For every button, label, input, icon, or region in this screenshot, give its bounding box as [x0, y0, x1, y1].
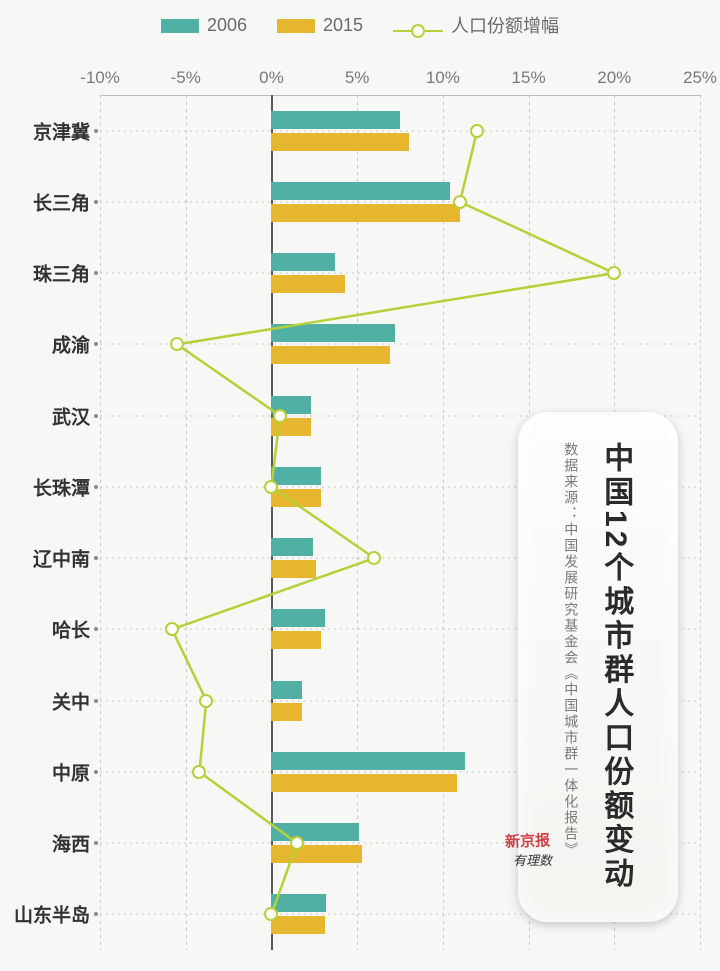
change-marker: [607, 266, 621, 280]
grid-line: [357, 95, 358, 950]
bar-2015: [271, 275, 345, 293]
change-marker: [264, 480, 278, 494]
category-label: 珠三角: [0, 260, 90, 287]
bar-2006: [271, 681, 302, 699]
category-label: 哈长: [0, 616, 90, 643]
bar-2006: [271, 467, 321, 485]
legend-label-2006: 2006: [207, 15, 247, 35]
legend-label-change: 人口份额增幅: [451, 16, 559, 36]
category-label: 中原: [0, 758, 90, 785]
chart-legend: 2006 2015 人口份额增幅: [0, 12, 720, 38]
category-label: 山东半岛: [0, 901, 90, 928]
bar-2006: [271, 752, 465, 770]
bar-2015: [271, 703, 302, 721]
legend-item-change: 人口份额增幅: [393, 12, 559, 38]
zero-line: [271, 95, 273, 950]
category-label: 武汉: [0, 402, 90, 429]
info-title: 中国12个城市群人口份额变动: [594, 442, 636, 902]
grid-line: [100, 95, 101, 950]
x-axis-tick-label: 0%: [259, 68, 284, 88]
row-tick: [94, 414, 98, 418]
row-tick: [94, 770, 98, 774]
bar-2006: [271, 324, 394, 342]
bar-2015: [271, 560, 316, 578]
category-label: 长三角: [0, 188, 90, 215]
change-marker: [264, 907, 278, 921]
info-source: 数据来源：中国发展研究基金会《中国城市群一体化报告》: [560, 442, 582, 902]
category-label: 长珠潭: [0, 473, 90, 500]
row-baseline: [100, 130, 700, 131]
bar-2006: [271, 609, 324, 627]
category-label: 京津冀: [0, 117, 90, 144]
change-marker: [367, 551, 381, 565]
change-marker: [165, 622, 179, 636]
row-tick: [94, 200, 98, 204]
change-marker: [192, 765, 206, 779]
watermark-line1: 新京报: [505, 829, 551, 852]
legend-item-2015: 2015: [277, 15, 363, 36]
grid-line: [700, 95, 701, 950]
change-marker: [199, 694, 213, 708]
row-tick: [94, 271, 98, 275]
bar-2015: [271, 631, 321, 649]
x-axis-tick-label: 10%: [426, 68, 460, 88]
category-label: 海西: [0, 830, 90, 857]
row-tick: [94, 912, 98, 916]
category-label: 成渝: [0, 331, 90, 358]
axis-top-line: [100, 95, 700, 96]
bar-2015: [271, 845, 362, 863]
change-marker: [273, 409, 287, 423]
bar-2006: [271, 253, 334, 271]
x-axis-tick-label: -5%: [171, 68, 201, 88]
row-tick: [94, 342, 98, 346]
bar-2006: [271, 823, 358, 841]
row-tick: [94, 129, 98, 133]
bar-2006: [271, 111, 400, 129]
change-marker: [170, 337, 184, 351]
change-marker: [290, 836, 304, 850]
bar-2006: [271, 538, 312, 556]
row-baseline: [100, 201, 700, 202]
legend-label-2015: 2015: [323, 15, 363, 35]
category-label: 辽中南: [0, 545, 90, 572]
legend-item-2006: 2006: [161, 15, 247, 36]
bar-2015: [271, 346, 389, 364]
row-tick: [94, 627, 98, 631]
category-label: 关中: [0, 687, 90, 714]
row-tick: [94, 699, 98, 703]
change-marker: [453, 195, 467, 209]
bar-2015: [271, 133, 408, 151]
grid-line: [186, 95, 187, 950]
bar-2006: [271, 894, 326, 912]
x-axis-tick-label: 5%: [345, 68, 370, 88]
bar-2015: [271, 916, 324, 934]
bar-2006: [271, 182, 449, 200]
bar-2015: [271, 774, 456, 792]
x-axis-tick-label: 15%: [512, 68, 546, 88]
bar-2015: [271, 489, 321, 507]
change-marker: [470, 124, 484, 138]
row-tick: [94, 485, 98, 489]
x-axis-tick-label: -10%: [80, 68, 120, 88]
x-axis-tick-label: 20%: [597, 68, 631, 88]
x-axis-tick-label: 25%: [683, 68, 717, 88]
watermark-line2: 有理数: [513, 850, 552, 869]
row-tick: [94, 841, 98, 845]
bar-2015: [271, 204, 460, 222]
row-baseline: [100, 344, 700, 345]
grid-line: [443, 95, 444, 950]
row-tick: [94, 556, 98, 560]
